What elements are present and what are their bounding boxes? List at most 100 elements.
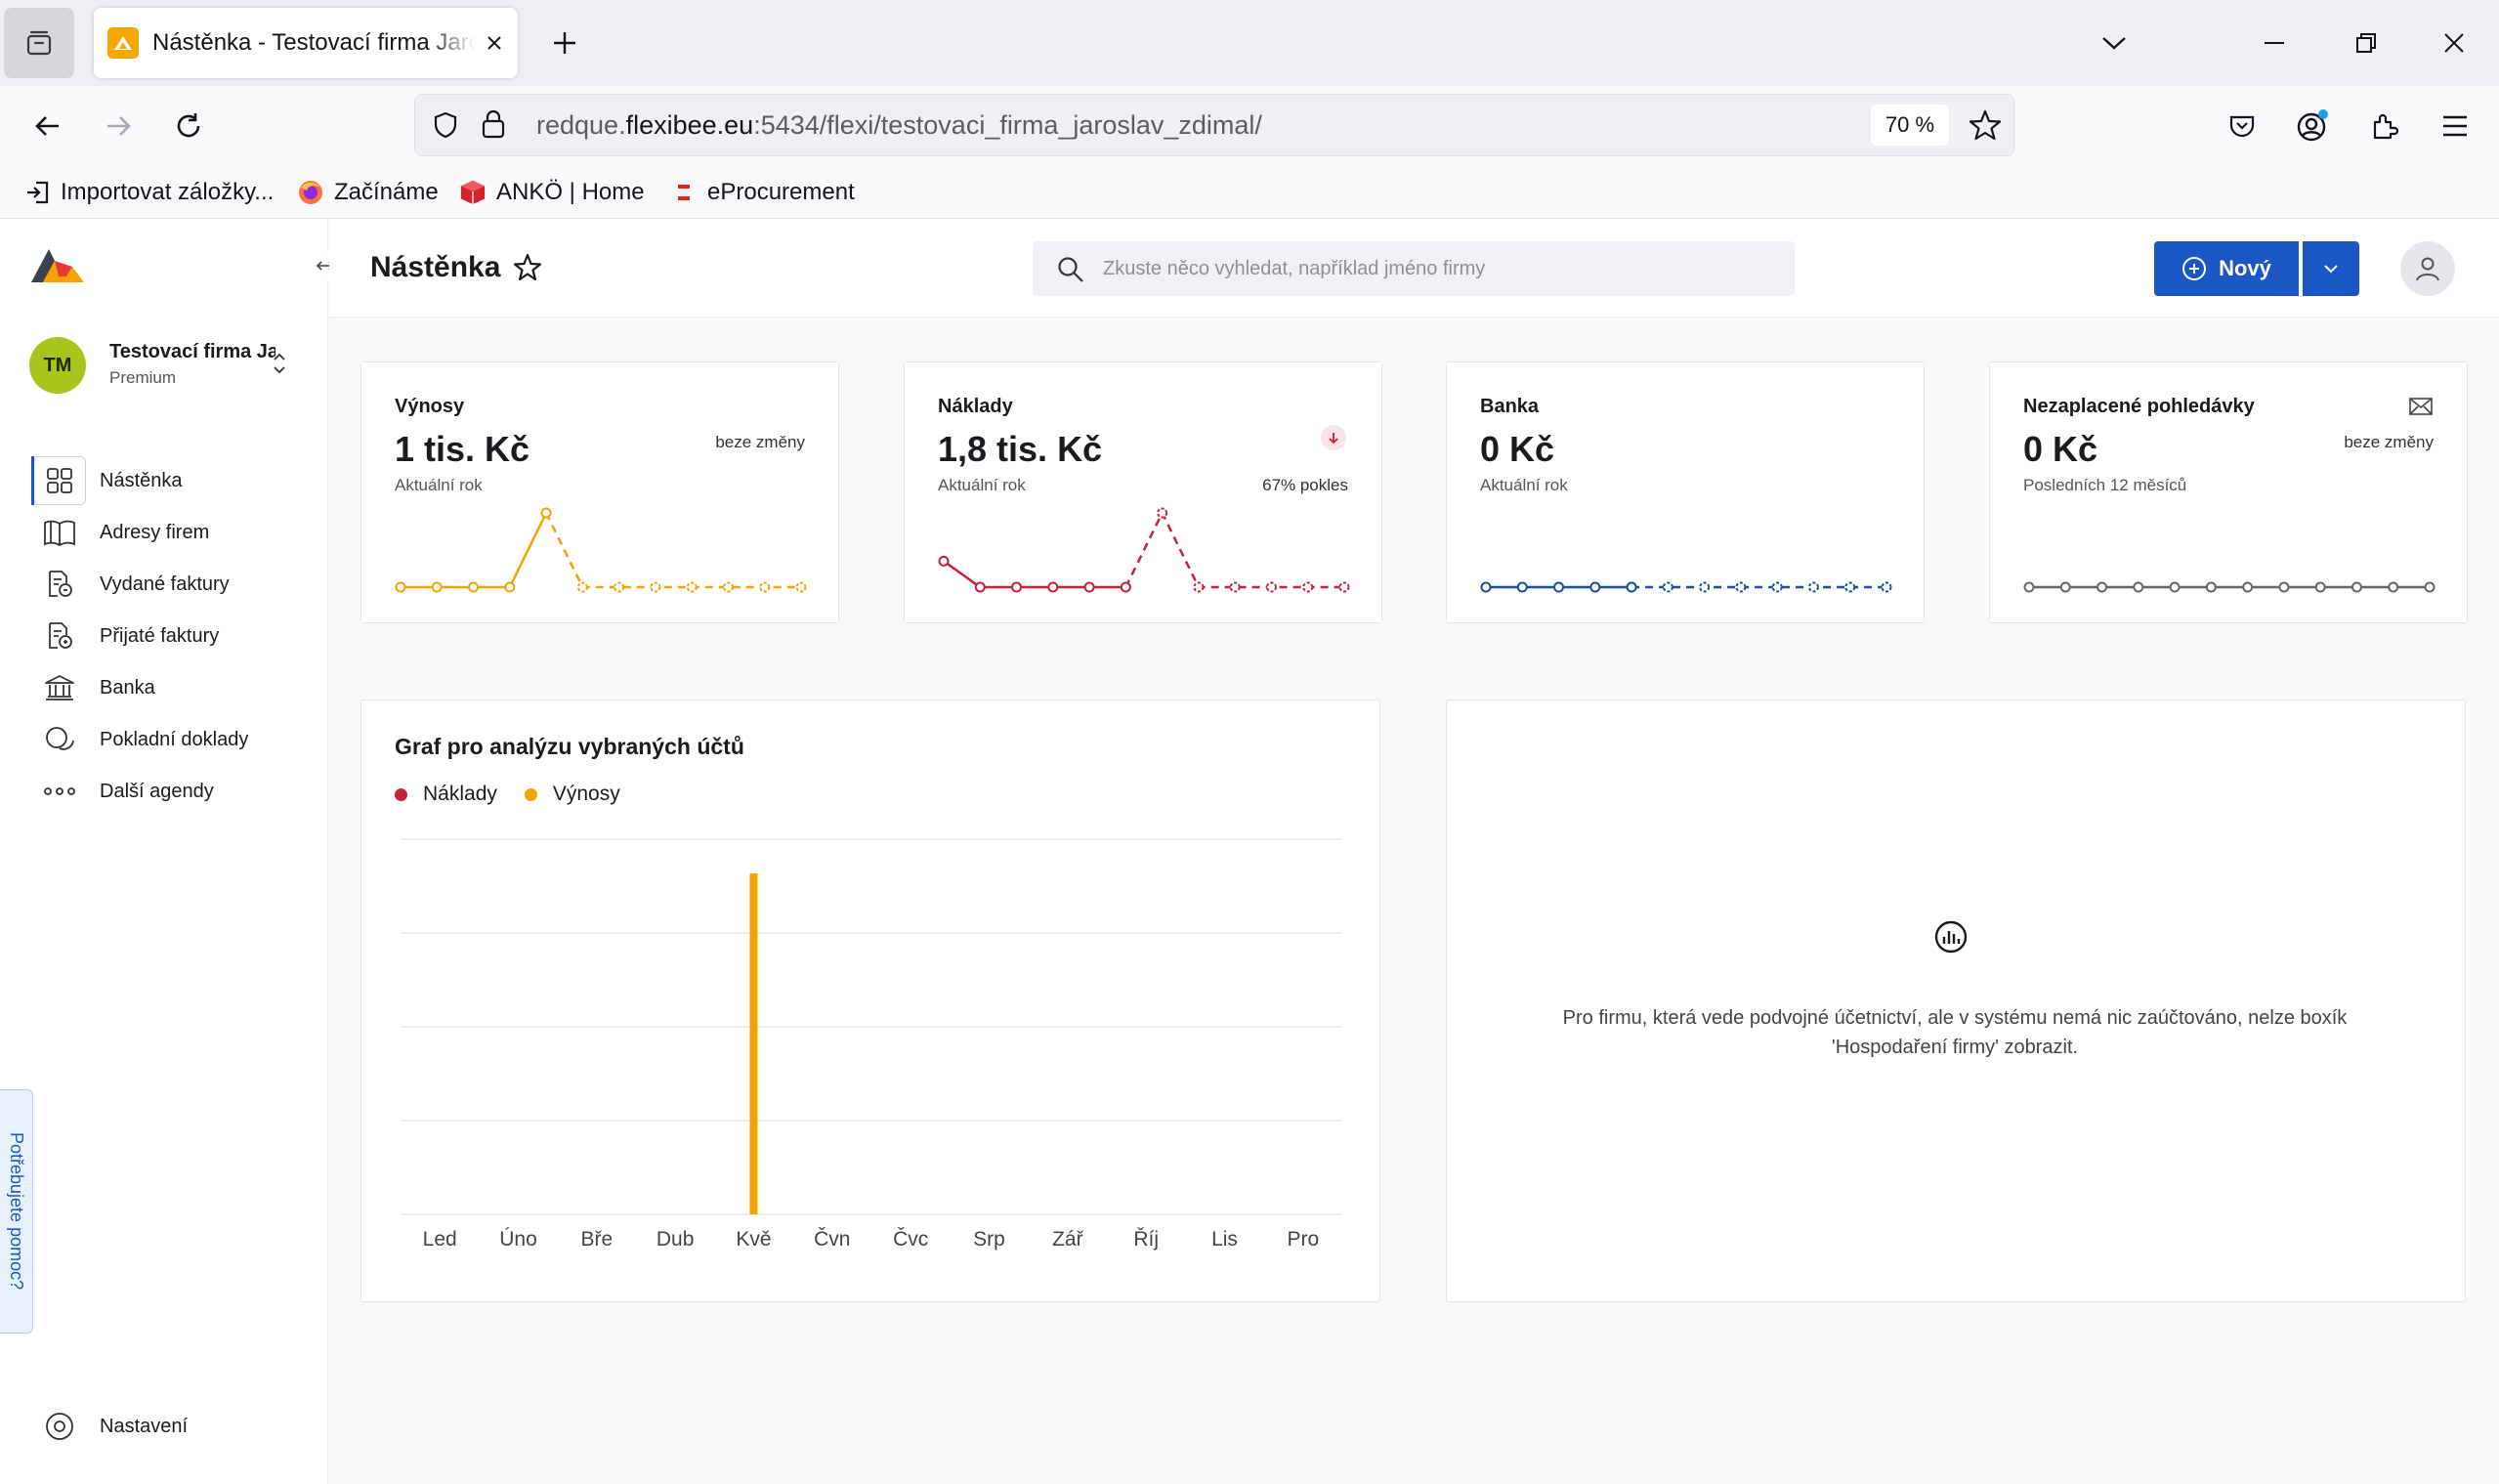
sidebar-item-banka[interactable]: Banka [33, 663, 317, 712]
sparkline-point [1047, 581, 1059, 593]
company-avatar: TM [29, 337, 86, 394]
sparkline-point [1157, 507, 1168, 519]
mail-icon[interactable] [2408, 396, 2434, 417]
sparkline-point [1699, 581, 1711, 593]
sidebar-item-label: Nástěnka [100, 469, 183, 491]
x-tick-label: Zář [1052, 1228, 1084, 1251]
x-tick-label: Pro [1287, 1228, 1319, 1251]
sidebar-item-pokladni-doklady[interactable]: Pokladní doklady [33, 715, 317, 764]
new-button-label: Nový [2219, 256, 2271, 280]
tab-nastenka[interactable]: Nástěnka - Testovací firma Jaroslav Zdim… [94, 8, 518, 78]
sparkline [395, 507, 807, 593]
bookmark-star-icon[interactable] [1969, 108, 2002, 142]
bar-výnosy [749, 872, 758, 1214]
shield-icon[interactable] [431, 110, 460, 140]
more-icon [33, 767, 86, 816]
sidebar-item-vydane-faktury[interactable]: Vydané faktury [33, 560, 317, 609]
zoom-indicator[interactable]: 70 % [1871, 105, 1949, 146]
flexibee-logo-icon[interactable] [29, 247, 86, 286]
pocket-button[interactable] [2220, 104, 2265, 148]
sidebar-item-label: Adresy firem [100, 521, 210, 543]
invoice-out-icon [33, 560, 86, 609]
sidebar-item-nastaveni[interactable]: Nastavení [33, 1402, 188, 1451]
browser-tab-bar: Nástěnka - Testovací firma Jaroslav Zdim… [0, 0, 2499, 86]
kpi-period: Aktuální rok [938, 476, 1026, 494]
sparkline-point [576, 581, 588, 593]
sparkline-point [540, 507, 552, 519]
bookmark-label: eProcurement [707, 179, 855, 205]
user-menu-button[interactable] [2400, 241, 2455, 296]
kpi-card-vynosy[interactable]: Výnosy 1 tis. Kč Aktuální rok beze změny [360, 361, 839, 623]
sparkline-point [1807, 581, 1819, 593]
kpi-change: 67% pokles [1262, 476, 1348, 494]
firefox-icon [297, 179, 324, 206]
kpi-card-naklady[interactable]: Náklady 1,8 tis. Kč Aktuální rok 67% pok… [904, 361, 1382, 623]
restore-button[interactable] [2343, 20, 2390, 66]
bookmark-label: Importovat záložky... [61, 179, 275, 205]
invoice-in-icon [33, 612, 86, 660]
sparkline-point [395, 581, 406, 593]
bookmark-zaciname[interactable]: Začínáme [297, 176, 439, 209]
sparkline-point [2023, 581, 2035, 593]
sparkline-actual-line [401, 512, 548, 589]
eprocurement-icon [670, 179, 698, 206]
x-tick-label: Čvn [814, 1228, 850, 1251]
minimize-button[interactable] [2251, 20, 2298, 66]
help-tab[interactable]: Potřebujete pomoc? [0, 1089, 33, 1334]
sidebar-item-dalsi-agendy[interactable]: Další agendy [33, 767, 317, 816]
new-tab-button[interactable] [547, 25, 582, 61]
sidebar-item-prijate-faktury[interactable]: Přijaté faktury [33, 612, 317, 660]
sparkline-point [1553, 581, 1565, 593]
x-tick-label: Úno [499, 1228, 537, 1251]
forward-button[interactable] [96, 104, 141, 148]
favorite-star-icon[interactable] [511, 251, 544, 284]
new-button[interactable]: Nový [2154, 241, 2299, 296]
account-button[interactable] [2290, 104, 2335, 148]
app-menu-button[interactable] [2433, 104, 2478, 148]
company-switcher[interactable]: TM Testovací firma Jaroslav Zdimal Premi… [29, 335, 303, 394]
kpi-value: 1 tis. Kč [395, 429, 530, 469]
sparkline-point [1771, 581, 1783, 593]
sidebar-item-nastenka[interactable]: Nástěnka [31, 456, 317, 505]
company-plan: Premium [109, 368, 177, 387]
page-title: Nástěnka [370, 251, 501, 283]
updown-chevron-icon [274, 353, 285, 374]
search-box[interactable] [1033, 241, 1795, 296]
sparkline-point [1265, 581, 1277, 593]
extensions-button[interactable] [2362, 104, 2407, 148]
flexibee-app: TM Testovací firma Jaroslav Zdimal Premi… [0, 220, 2499, 1484]
sparkline-point [2133, 581, 2144, 593]
close-window-button[interactable] [2431, 20, 2478, 66]
legend-item-naklady[interactable]: Náklady [395, 783, 497, 806]
company-name: Testovací firma Jaroslav Zdimal [109, 341, 275, 362]
lock-icon[interactable] [480, 108, 507, 140]
sparkline-point [2278, 581, 2290, 593]
sparkline-point [2388, 581, 2399, 593]
kpi-card-banka[interactable]: Banka 0 Kč Aktuální rok [1446, 361, 1925, 623]
list-all-tabs-button[interactable] [2091, 20, 2138, 66]
tab-overview-button[interactable] [4, 8, 74, 78]
reload-button[interactable] [166, 104, 211, 148]
x-tick-label: Říj [1133, 1228, 1159, 1251]
search-input[interactable] [1103, 253, 1767, 284]
legend-item-vynosy[interactable]: Výnosy [524, 783, 620, 806]
sparkline-point [795, 581, 807, 593]
bookmark-anko[interactable]: ANKÖ | Home [459, 176, 645, 209]
account-icon [2297, 109, 2328, 142]
bookmark-eprocurement[interactable]: eProcurement [670, 176, 855, 209]
kpi-title: Nezaplacené pohledávky [2023, 396, 2255, 417]
sidebar-item-adresy-firem[interactable]: Adresy firem [33, 508, 317, 557]
sparkline-point [2097, 581, 2108, 593]
sidebar: TM Testovací firma Jaroslav Zdimal Premi… [0, 220, 340, 1484]
sparkline-point [1193, 581, 1205, 593]
sparkline [1480, 581, 1892, 593]
close-icon[interactable] [481, 29, 508, 57]
bar-chart: Led Úno Bře Dub Kvě Čvn Čvc Srp Zář Říj Lis Pro [401, 838, 1342, 1251]
url-text[interactable]: redque.flexibee.eu:5434/flexi/testovaci_… [536, 110, 1262, 141]
bookmark-import[interactable]: Importovat záložky... [23, 176, 274, 209]
flexibee-favicon-icon [107, 27, 139, 59]
url-bar[interactable]: redque.flexibee.eu:5434/flexi/testovaci_… [414, 94, 2014, 156]
back-button[interactable] [25, 104, 70, 148]
new-dropdown-button[interactable] [2303, 241, 2359, 296]
kpi-card-nezaplacene-pohledavky[interactable]: Nezaplacené pohledávky 0 Kč Posledních 1… [1989, 361, 2468, 623]
